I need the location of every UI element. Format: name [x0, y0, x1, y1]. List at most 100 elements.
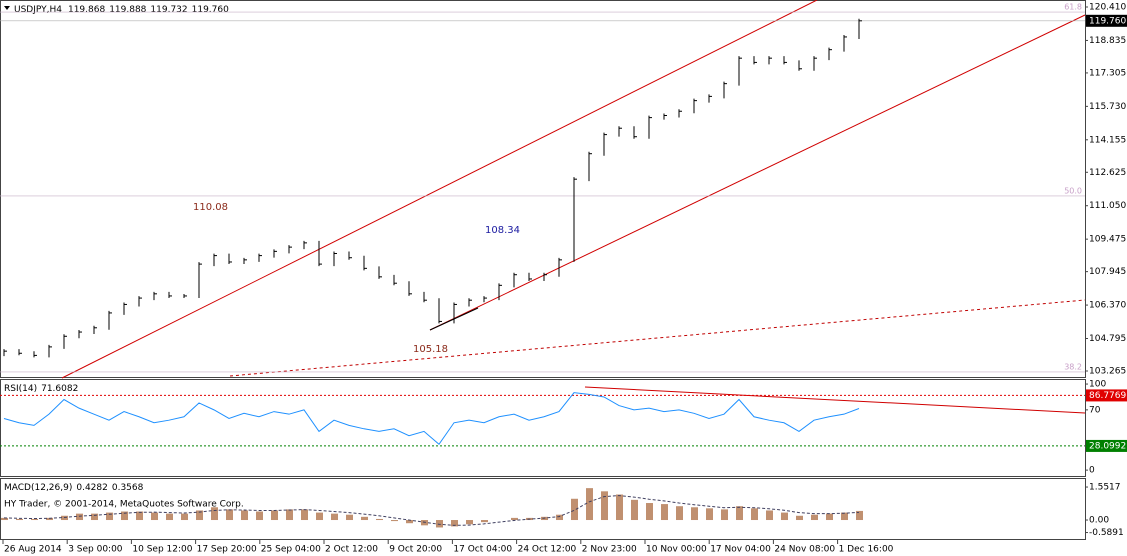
x-tick-label: 17 Nov 04:00: [710, 545, 771, 555]
macd-last: 0.4282: [76, 483, 108, 493]
macd-panel: [0, 478, 1086, 540]
macd-bar: [661, 504, 668, 521]
fib-label: 61.8: [1064, 3, 1082, 12]
macd-bar: [781, 512, 788, 521]
y-tick-label: 111.050: [1089, 201, 1126, 211]
y-tick-label: 109.475: [1089, 235, 1126, 245]
macd-bar: [241, 510, 248, 521]
x-tick-label: 3 Sep 00:00: [68, 545, 123, 555]
y-tick-label: 118.835: [1089, 36, 1126, 46]
signal-line: [3, 495, 860, 526]
y-tick-label: 0.00: [1089, 516, 1109, 526]
macd-bar: [316, 512, 323, 521]
macd-bar: [46, 517, 53, 521]
rsi-last: 71.6082: [41, 384, 78, 394]
macd-bar: [76, 513, 83, 521]
ohlc-value: 119.760: [192, 5, 229, 15]
macd-bar: [571, 498, 578, 521]
x-tick-label: 17 Oct 04:00: [453, 545, 512, 555]
rsi-line: [3, 392, 860, 446]
macd-bar: [166, 513, 173, 521]
macd-bar: [676, 506, 683, 521]
rsi-panel: [0, 379, 1086, 477]
y-tick-label: 104.795: [1089, 334, 1126, 344]
level-label: 28.0992: [1089, 441, 1126, 451]
macd-bar: [196, 510, 203, 521]
y-tick-label: -0.5891: [1089, 528, 1124, 538]
macd-title: MACD(12,26,9): [4, 483, 72, 493]
macd-bar: [511, 517, 518, 521]
level-box: [1086, 389, 1127, 402]
macd-bar: [601, 491, 608, 521]
chart-header: USDJPY,H4 119.868 119.888 119.732 119.760: [14, 5, 229, 15]
macd-bar: [151, 512, 158, 521]
fib-label: 38.2: [1064, 362, 1082, 371]
macd-bar: [226, 509, 233, 521]
price-annotation: 110.08: [193, 202, 228, 213]
x-tick-label: 24 Nov 08:00: [774, 545, 835, 555]
macd-bar: [586, 488, 593, 521]
macd-bar: [286, 509, 293, 521]
macd-bar: [211, 507, 218, 521]
x-tick-label: 17 Sep 20:00: [197, 545, 257, 555]
macd-bar: [106, 512, 113, 521]
x-tick-label: 26 Aug 2014: [4, 545, 62, 555]
y-tick-label: 103.265: [1089, 366, 1126, 376]
macd-bar: [136, 511, 143, 521]
macd-bar: [826, 513, 833, 521]
channel-lower: [429, 14, 1086, 331]
macd-bar: [751, 508, 758, 521]
macd-bar: [481, 520, 488, 523]
y-tick-label: 115.730: [1089, 102, 1126, 112]
signal-last: 0.3568: [112, 483, 144, 493]
price-panel: [0, 0, 1086, 378]
macd-bar: [121, 511, 128, 521]
macd-bar: [16, 518, 23, 521]
macd-bar: [1, 517, 8, 521]
level-label: 86.7769: [1089, 391, 1126, 401]
y-tick-label: 0: [1089, 466, 1095, 476]
price-annotation: 105.18: [413, 344, 448, 355]
macd-bar: [271, 510, 278, 521]
macd-bar: [406, 520, 413, 524]
macd-bar: [376, 518, 383, 521]
macd-bar: [181, 513, 188, 521]
macd-bar: [556, 514, 563, 521]
y-tick-label: 117.305: [1089, 68, 1126, 78]
y-tick-label: 70: [1089, 405, 1101, 415]
macd-bar: [841, 512, 848, 521]
macd-bar: [796, 515, 803, 521]
y-tick-label: 1.5517: [1089, 483, 1121, 493]
current-price-label: 119.760: [1089, 16, 1126, 26]
y-tick-label: 114.155: [1089, 135, 1126, 145]
macd-bar: [631, 499, 638, 521]
y-tick-label: 112.625: [1089, 168, 1126, 178]
macd-bar: [436, 520, 443, 528]
macd-bar: [721, 509, 728, 521]
x-tick-label: 2 Nov 23:00: [582, 545, 637, 555]
ohlc-value: 119.888: [109, 5, 146, 15]
channel-upper: [61, 0, 818, 379]
macd-bar: [391, 520, 398, 522]
rsi-title: RSI(14): [4, 384, 37, 394]
macd-bar: [331, 513, 338, 521]
macd-bar: [301, 509, 308, 521]
ohlc-value: 119.732: [150, 5, 187, 15]
menu-arrow[interactable]: [4, 6, 10, 10]
x-tick-label: 10 Nov 00:00: [646, 545, 707, 555]
price-annotation: 108.34: [485, 225, 520, 236]
symbol: USDJPY,H4: [14, 5, 62, 15]
macd-bar: [856, 510, 863, 521]
rsi-header: RSI(14) 71.6082: [4, 384, 78, 394]
copyright: HY Trader, © 2001-2014, MetaQuotes Softw…: [4, 500, 244, 510]
ohlc-value: 119.868: [68, 5, 105, 15]
macd-bar: [256, 511, 263, 521]
y-tick-label: 106.370: [1089, 301, 1126, 311]
x-tick-label: 10 Sep 12:00: [132, 545, 192, 555]
macd-bar: [811, 514, 818, 521]
y-tick-label: 107.945: [1089, 267, 1126, 277]
macd-bar: [361, 516, 368, 521]
macd-bar: [346, 514, 353, 521]
